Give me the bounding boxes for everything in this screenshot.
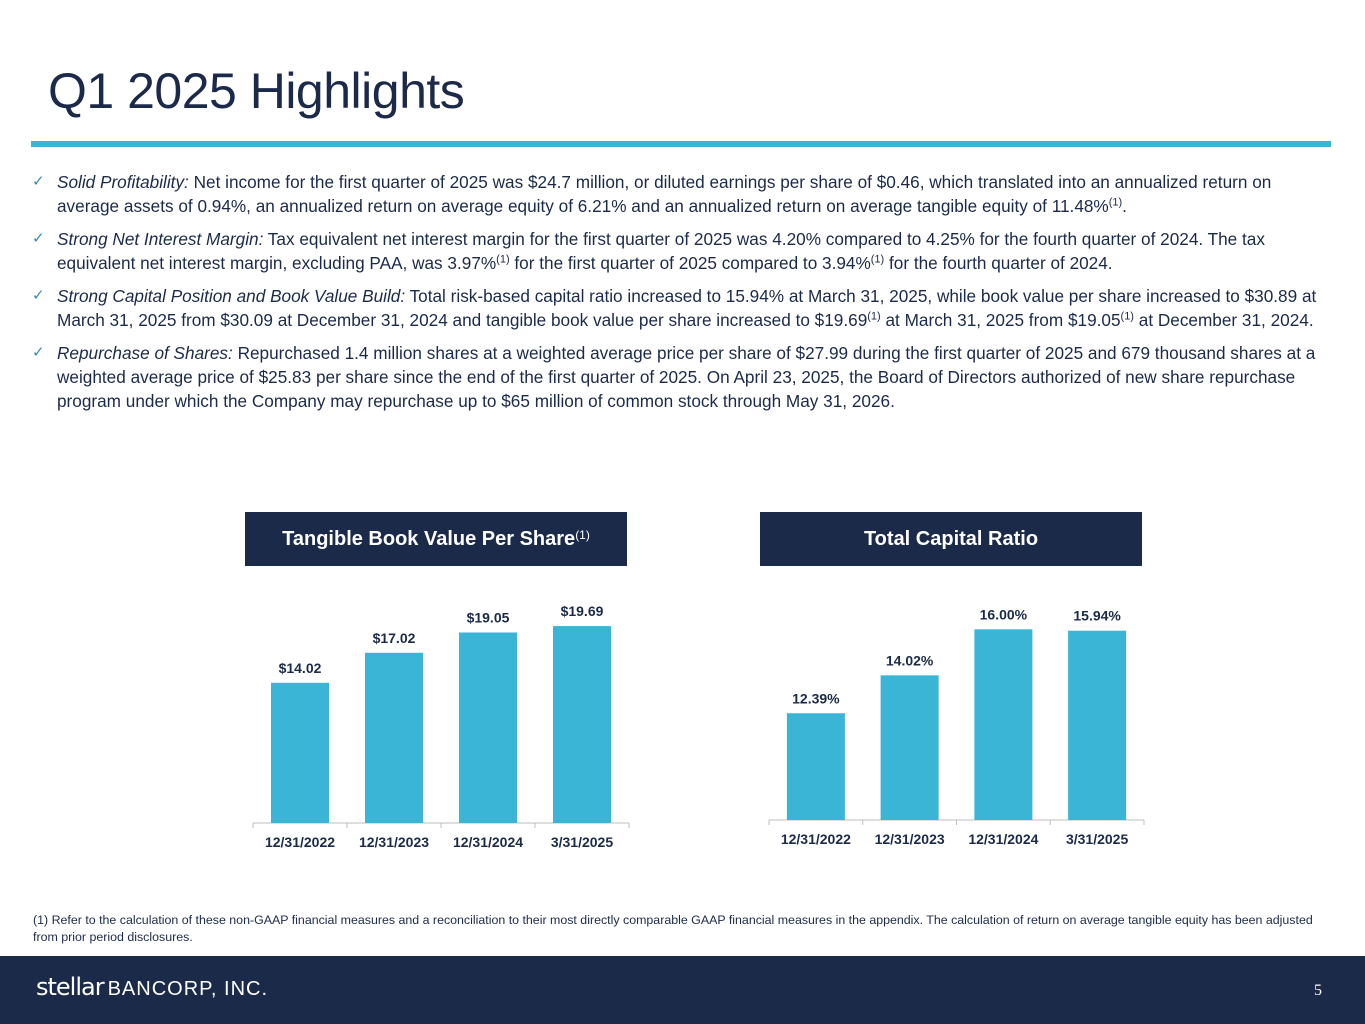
data-label: 16.00%: [980, 606, 1028, 622]
bullet-lead: Solid Profitability:: [57, 172, 189, 192]
checkmark-icon: ✓: [32, 344, 45, 361]
page-title: Q1 2025 Highlights: [48, 63, 465, 119]
highlights-list: ✓ Solid Profitability: Net income for th…: [32, 170, 1327, 422]
category-label: 12/31/2022: [781, 831, 851, 847]
bullet-profitability: ✓ Solid Profitability: Net income for th…: [32, 170, 1327, 218]
bullet-tail: at December 31, 2024.: [1133, 310, 1314, 330]
bullet-lead: Repurchase of Shares:: [57, 343, 233, 363]
bar: [1068, 630, 1127, 820]
bullet-text: Net income for the first quarter of 2025…: [57, 172, 1272, 216]
footnote-ref: (1): [870, 253, 885, 266]
bullet-net-interest-margin: ✓ Strong Net Interest Margin: Tax equiva…: [32, 227, 1327, 275]
bar: [271, 682, 329, 823]
bullet-lead: Strong Capital Position and Book Value B…: [57, 286, 406, 306]
category-label: 12/31/2024: [453, 834, 523, 850]
bar: [459, 632, 517, 823]
bullet-capital-position: ✓ Strong Capital Position and Book Value…: [32, 284, 1327, 332]
footnote-ref: (1): [575, 528, 590, 542]
checkmark-icon: ✓: [32, 173, 45, 190]
bullet-mid: at March 31, 2025 from $19.05: [880, 310, 1121, 330]
bar: [880, 675, 939, 820]
category-label: 12/31/2023: [359, 834, 429, 850]
bullet-repurchase: ✓ Repurchase of Shares: Repurchased 1.4 …: [32, 341, 1327, 413]
bullet-text: Tax equivalent net interest margin for t…: [57, 229, 1265, 273]
data-label: 14.02%: [886, 652, 934, 668]
footnote-ref: (1): [496, 253, 510, 266]
tbv-bar-chart: $14.02 12/31/2022 $17.02 12/31/2023 $19.05 12…: [252, 603, 630, 850]
data-label: $19.05: [467, 610, 510, 626]
footnote: (1) Refer to the calculation of these no…: [33, 913, 1313, 944]
category-label: 3/31/2025: [551, 834, 613, 850]
bullet-mid: for the first quarter of 2025 compared t…: [509, 253, 871, 273]
data-label: $19.69: [561, 603, 604, 619]
bar: [365, 652, 423, 823]
bar: [786, 713, 845, 820]
category-label: 12/31/2022: [265, 834, 335, 850]
footnote-ref: (1): [1120, 310, 1134, 323]
data-label: $14.02: [279, 660, 322, 676]
tbv-chart-title-text: Tangible Book Value Per Share: [282, 527, 576, 550]
category-label: 12/31/2023: [875, 831, 945, 847]
data-label: 15.94%: [1073, 608, 1121, 624]
bullet-tail: .: [1122, 196, 1127, 216]
brand-suffix: BANCORP, INC.: [107, 978, 269, 1000]
data-label: $17.02: [373, 630, 416, 646]
bullet-tail: for the fourth quarter of 2024.: [884, 253, 1113, 273]
tbv-chart-title: Tangible Book Value Per Share (1): [245, 512, 627, 566]
footnote-ref: (1): [1108, 196, 1123, 209]
bar: [974, 629, 1033, 820]
bullet-text: Repurchased 1.4 million shares at a weig…: [57, 343, 1316, 411]
bar: [553, 626, 611, 823]
checkmark-icon: ✓: [32, 230, 45, 247]
data-label: 12.39%: [792, 690, 840, 706]
brand-name: stellar: [36, 973, 105, 1001]
category-label: 3/31/2025: [1066, 831, 1128, 847]
tcr-bar-chart: 12.39% 12/31/2022 14.02% 12/31/2023 16.00% 12…: [768, 606, 1145, 847]
footer-bar: stellar BANCORP, INC. 5: [0, 956, 1365, 1024]
tcr-chart-title: Total Capital Ratio: [760, 512, 1142, 566]
category-label: 12/31/2024: [968, 831, 1038, 847]
bullet-lead: Strong Net Interest Margin:: [57, 229, 264, 249]
tcr-chart-title-text: Total Capital Ratio: [863, 527, 1039, 550]
checkmark-icon: ✓: [32, 287, 45, 304]
page-number: 5: [1314, 982, 1322, 999]
title-divider: [31, 141, 1331, 147]
footnote-ref: (1): [867, 310, 881, 323]
company-logo: stellar BANCORP, INC.: [36, 973, 268, 1002]
bullet-text: Total risk-based capital ratio increased…: [57, 286, 1317, 330]
